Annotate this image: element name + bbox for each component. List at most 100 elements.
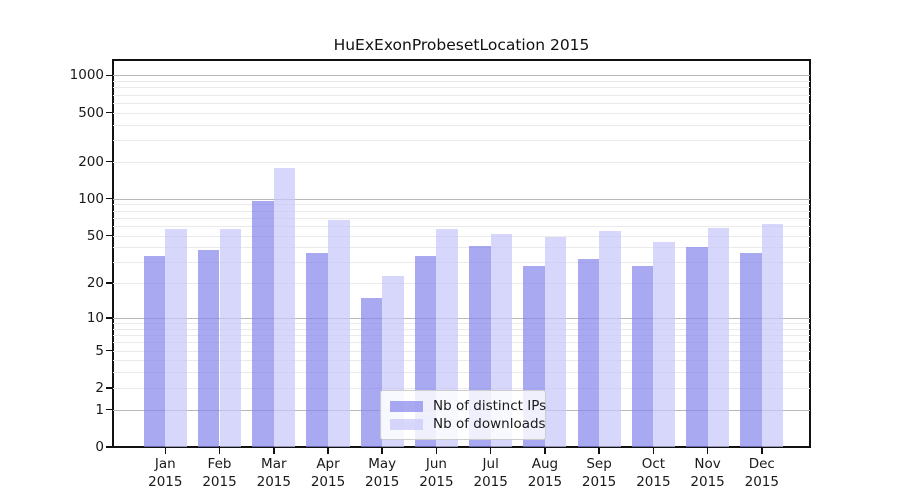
x-tick-label-may: May 2015	[365, 456, 400, 490]
y-tick-label-50: 50	[86, 227, 104, 244]
y-tick-0	[106, 446, 113, 448]
minor-gridline-800	[113, 87, 810, 89]
chart-title: HuExExonProbesetLocation 2015	[333, 36, 590, 54]
legend-entry-downloads: Nb of downloads	[390, 416, 546, 432]
major-gridline-1000	[113, 75, 810, 77]
x-tick-label-oct: Oct 2015	[636, 456, 671, 490]
bar-apr-2015-downloads	[328, 220, 350, 447]
minor-gridline-80	[113, 210, 810, 212]
y-tick-100	[106, 197, 113, 200]
bar-aug-2015-downloads	[544, 236, 567, 447]
bar-jan-2015-distinct-ips	[143, 255, 166, 447]
y-tick-label-5: 5	[95, 342, 104, 359]
y-tick-10	[106, 317, 113, 319]
x-tick-mar	[273, 448, 275, 454]
x-tick-nov	[706, 448, 709, 454]
minor-gridline-90	[113, 204, 810, 206]
x-tick-feb	[218, 448, 221, 454]
y-tick-50	[106, 234, 113, 237]
bar-oct-2015-downloads	[653, 242, 675, 447]
minor-gridline-400	[113, 124, 810, 126]
bar-dec-2015-distinct-ips	[740, 252, 762, 447]
minor-gridline-3	[113, 372, 810, 374]
minor-gridline-600	[113, 102, 810, 104]
x-tick-oct	[652, 448, 655, 454]
x-tick-apr	[327, 448, 329, 454]
bar-may-2015-distinct-ips	[360, 297, 383, 447]
x-tick-label-mar: Mar 2015	[256, 456, 291, 490]
y-tick-label-20: 20	[86, 275, 104, 292]
minor-gridline-8	[113, 328, 810, 330]
bar-nov-2015-downloads	[707, 227, 730, 447]
minor-gridline-900	[113, 81, 810, 82]
minor-gridline-500	[113, 112, 810, 114]
y-tick-label-100: 100	[78, 190, 104, 207]
bar-mar-2015-distinct-ips	[252, 200, 274, 447]
x-tick-label-jun: Jun 2015	[419, 456, 454, 490]
y-tick-200	[106, 160, 113, 163]
x-tick-dec	[761, 448, 763, 454]
minor-gridline-40	[113, 247, 810, 249]
legend: Nb of distinct IPs Nb of downloads	[380, 390, 546, 440]
bar-nov-2015-distinct-ips	[686, 247, 708, 447]
x-tick-label-apr: Apr 2015	[310, 456, 346, 490]
major-gridline-10	[113, 318, 810, 319]
y-tick-500	[106, 111, 113, 114]
bar-feb-2015-downloads	[219, 228, 242, 447]
minor-gridline-6	[113, 342, 810, 344]
y-tick-2	[106, 387, 113, 389]
x-tick-label-feb: Feb 2015	[202, 456, 237, 490]
y-tick-label-2: 2	[95, 379, 104, 396]
x-tick-may	[381, 448, 383, 454]
y-tick-label-500: 500	[78, 104, 104, 121]
bar-sep-2015-distinct-ips	[577, 258, 600, 447]
x-tick-label-sep: Sep 2015	[581, 456, 617, 490]
legend-entry-distinct-ips: Nb of distinct IPs	[390, 398, 546, 414]
y-tick-label-10: 10	[86, 310, 104, 326]
bar-mar-2015-downloads	[273, 167, 296, 447]
x-tick-label-aug: Aug 2015	[527, 456, 563, 490]
x-tick-label-dec: Dec 2015	[744, 456, 779, 490]
x-tick-aug	[544, 448, 546, 454]
bar-sep-2015-downloads	[599, 231, 621, 447]
y-tick-1	[106, 408, 113, 411]
minor-gridline-300	[113, 140, 810, 141]
x-tick-label-jan: Jan 2015	[148, 456, 183, 490]
minor-gridline-700	[113, 94, 810, 96]
legend-label-distinct-ips: Nb of distinct IPs	[433, 398, 547, 414]
minor-gridline-60	[113, 225, 810, 227]
minor-gridline-4	[113, 360, 810, 362]
minor-gridline-200	[113, 161, 810, 163]
x-tick-label-nov: Nov 2015	[690, 456, 725, 490]
bar-feb-2015-distinct-ips	[197, 249, 220, 447]
y-tick-label-0: 0	[95, 439, 104, 455]
minor-gridline-9	[113, 323, 810, 325]
y-tick-label-1: 1	[95, 401, 104, 418]
x-tick-jan	[164, 448, 167, 454]
bar-jan-2015-downloads	[165, 228, 187, 447]
minor-gridline-7	[113, 335, 810, 337]
bar-dec-2015-downloads	[761, 224, 784, 447]
y-tick-label-200: 200	[78, 153, 104, 170]
minor-gridline-30	[113, 262, 810, 264]
legend-swatch-downloads	[390, 418, 423, 430]
legend-label-downloads: Nb of downloads	[433, 416, 546, 432]
minor-gridline-70	[113, 217, 810, 219]
y-tick-label-1000: 1000	[69, 67, 104, 84]
bar-oct-2015-distinct-ips	[631, 265, 654, 447]
x-tick-jul	[489, 448, 492, 454]
x-tick-jun	[435, 448, 438, 454]
y-tick-1000	[106, 74, 113, 77]
y-tick-20	[106, 282, 113, 284]
legend-swatch-distinct-ips	[390, 400, 423, 412]
plot-area: Nb of distinct IPs Nb of downloads	[112, 59, 811, 448]
minor-gridline-2	[113, 387, 810, 389]
minor-gridline-5	[113, 350, 810, 352]
minor-gridline-20	[113, 283, 810, 285]
y-tick-5	[106, 349, 113, 352]
minor-gridline-50	[113, 235, 810, 237]
bar-apr-2015-distinct-ips	[306, 252, 328, 447]
x-tick-label-jul: Jul 2015	[473, 456, 508, 490]
x-tick-sep	[598, 448, 600, 454]
